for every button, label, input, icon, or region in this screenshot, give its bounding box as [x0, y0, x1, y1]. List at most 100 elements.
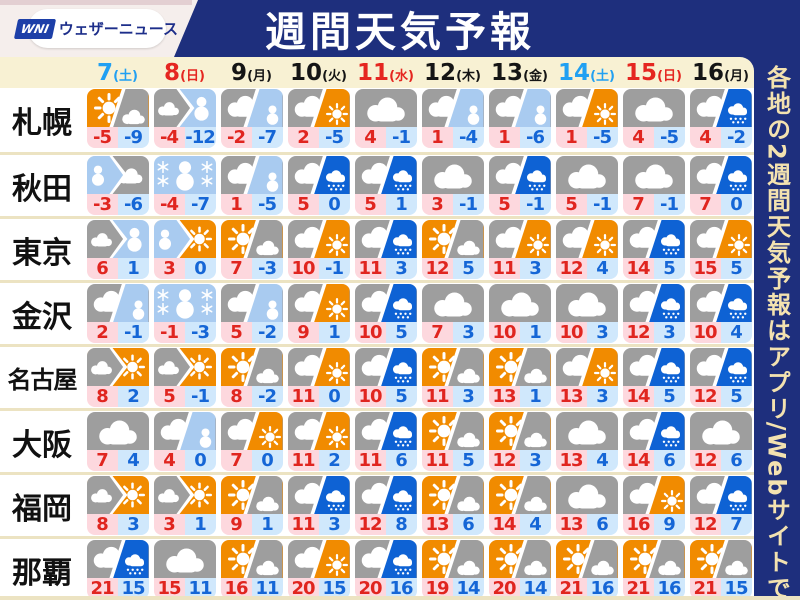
temperature-pair: 12 5 [421, 258, 484, 279]
low-temp: -5 [653, 127, 685, 148]
temperature-pair: 4 -5 [622, 127, 685, 148]
forecast-cell: 10 1 [486, 283, 553, 344]
low-temp: 4 [117, 450, 149, 471]
cloud-icon [89, 359, 114, 376]
low-temp: 3 [452, 322, 484, 343]
rain-icon [725, 103, 750, 125]
low-temp: 2 [318, 450, 350, 471]
forecast-cell: 20 14 [486, 539, 553, 600]
forecast-cell: 13 3 [553, 347, 620, 408]
high-temp: 4 [622, 127, 654, 148]
cloud-then-snow-icon [153, 412, 216, 450]
rain-icon [390, 362, 415, 384]
sun-icon [593, 103, 616, 125]
high-temp: 20 [488, 578, 520, 599]
temperature-pair: 15 5 [689, 258, 752, 279]
forecast-row: 大阪 7 4 4 0 7 0 11 2 11 6 11 5 12 3 13 4 14 6 12 6 [0, 408, 754, 472]
cloud-icon [631, 93, 677, 123]
low-temp: 3 [385, 258, 417, 279]
high-temp: 11 [354, 450, 386, 471]
date-label: 14 (土) [558, 59, 615, 86]
cloud-icon [89, 487, 114, 504]
rain-icon [122, 554, 147, 576]
date-label: 12 (木) [424, 59, 481, 86]
forecast-row: 札幌 -5 -9 -4 -12 -2 -7 2 -5 4 -1 1 -4 1 -6 1 -5 4 -5 4 -2 [0, 88, 754, 152]
rain-icon [390, 490, 415, 512]
low-temp: -6 [519, 127, 551, 148]
low-temp: -1 [117, 322, 149, 343]
side-note: 各地の2週間天気予報はアプリ/Webサイトで [762, 65, 791, 602]
snow-icon [130, 299, 147, 320]
high-temp: 8 [86, 514, 118, 535]
cloud-then-sun-icon [287, 89, 350, 127]
cloud-then-sun-icon [153, 476, 216, 514]
low-temp: 8 [385, 514, 417, 535]
temperature-pair: 20 15 [287, 578, 350, 599]
brand-name: ウェザーニュース [58, 20, 179, 38]
low-temp: 1 [251, 514, 283, 535]
high-temp: 12 [555, 258, 587, 279]
cloud-then-rain-icon [689, 476, 752, 514]
cloud-icon [723, 558, 750, 576]
low-temp: 1 [385, 194, 417, 215]
forecast-cell: 10 4 [687, 283, 754, 344]
rain-icon [658, 234, 683, 256]
cloud-icon [455, 430, 482, 448]
cloud-icon [555, 284, 618, 322]
cloud-then-rain-icon [287, 476, 350, 514]
forecast-cell: -1 -3 [151, 283, 218, 344]
high-temp: 13 [555, 386, 587, 407]
high-temp: 2 [86, 322, 118, 343]
snow-icon [465, 104, 482, 125]
low-temp: -1 [385, 127, 417, 148]
rain-icon [524, 170, 549, 192]
high-temp: 7 [689, 194, 721, 215]
temperature-pair: 11 0 [287, 386, 350, 407]
temperature-pair: 13 6 [555, 514, 618, 535]
wni-logo-icon: WNI [13, 18, 56, 39]
forecast-cell: 5 -1 [151, 347, 218, 408]
high-temp: 12 [689, 450, 721, 471]
cloud-then-sun-icon [287, 540, 350, 578]
cloud-then-rain-icon [354, 156, 417, 194]
high-temp: 13 [555, 450, 587, 471]
sun-then-cloud-icon [220, 540, 283, 578]
high-temp: 5 [153, 386, 185, 407]
high-temp: 14 [488, 514, 520, 535]
forecast-cell: 14 5 [620, 347, 687, 408]
rain-icon [390, 170, 415, 192]
high-temp: 11 [287, 514, 319, 535]
high-temp: 11 [287, 450, 319, 471]
snow-icon [264, 299, 281, 320]
forecast-cell: 21 16 [620, 539, 687, 600]
low-temp: 5 [452, 450, 484, 471]
low-temp: -1 [452, 194, 484, 215]
low-temp: 0 [184, 258, 216, 279]
cloud-icon [254, 494, 281, 512]
cloud-icon [656, 558, 683, 576]
high-temp: 6 [86, 258, 118, 279]
temperature-pair: 16 11 [220, 578, 283, 599]
forecast-cell: -3 -6 [84, 155, 151, 216]
date-header-row: 7 (土) 8 (日) 9 (月) 10 (火) 11 (水) 12 (木) 13 (金) 14 (土) 15(… [0, 57, 754, 88]
date-label: 16 (月) [692, 59, 749, 86]
high-temp: -5 [86, 127, 118, 148]
snowflake-icon [201, 172, 213, 191]
forecast-row: 東京 6 1 3 0 7 -3 10 -1 11 3 12 5 11 3 12 4 14 5 15 5 [0, 216, 754, 280]
forecast-cell: 13 1 [486, 347, 553, 408]
cloud-then-sun-icon [555, 348, 618, 386]
sun-icon [660, 490, 683, 512]
forecast-cell: 7 -1 [620, 155, 687, 216]
high-temp: 21 [555, 578, 587, 599]
high-temp: 9 [220, 514, 252, 535]
temperature-pair: 10 5 [354, 386, 417, 407]
temperature-pair: 5 -1 [153, 386, 216, 407]
forecast-cell: 4 -2 [687, 88, 754, 152]
high-temp: 8 [220, 386, 252, 407]
city-label: 金沢 [12, 299, 72, 335]
low-temp: -3 [251, 258, 283, 279]
